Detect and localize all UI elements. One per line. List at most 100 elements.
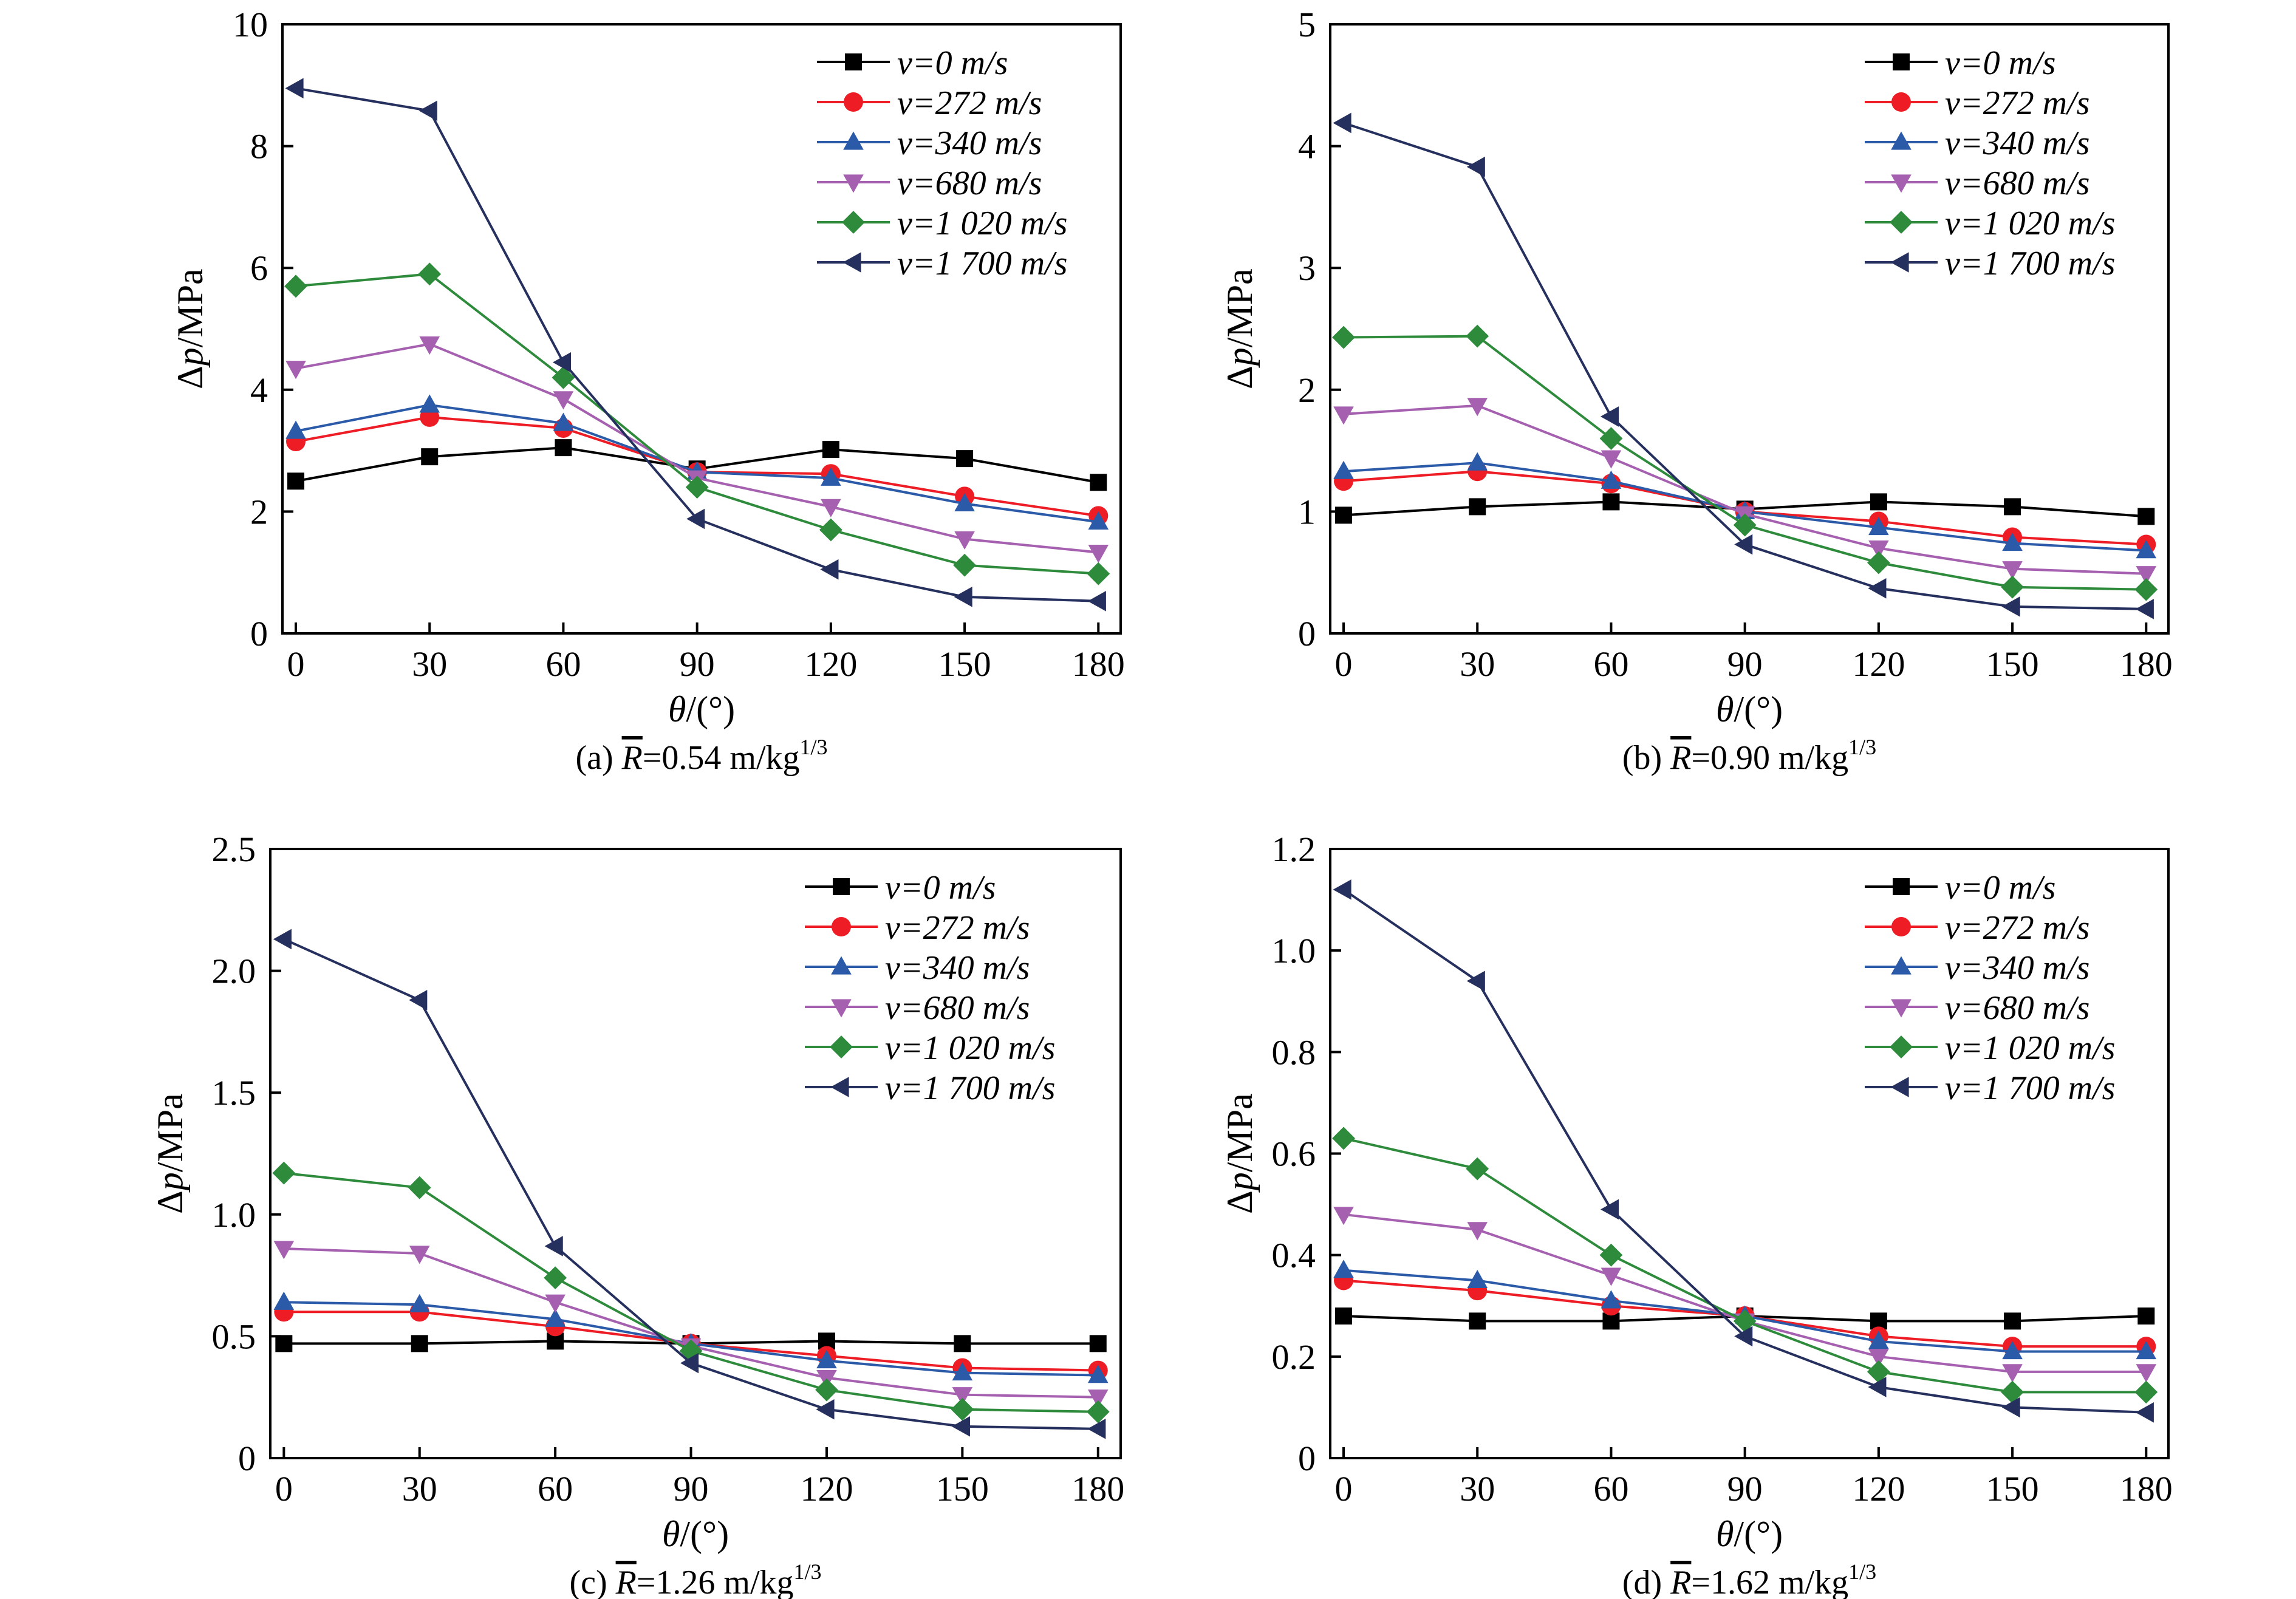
data-point xyxy=(409,1294,430,1312)
data-point xyxy=(553,391,574,410)
x-tick-label: 60 xyxy=(1593,644,1628,684)
data-point xyxy=(2136,566,2157,585)
data-point xyxy=(273,929,292,950)
series-5 xyxy=(285,78,1106,612)
y-tick-label: 2.5 xyxy=(212,830,256,869)
data-point xyxy=(1868,516,1889,536)
data-point xyxy=(1868,1349,1889,1368)
data-point xyxy=(2001,596,2020,617)
data-point xyxy=(956,450,974,468)
x-tick-label: 120 xyxy=(1852,644,1905,684)
data-point xyxy=(1469,1312,1486,1330)
x-tick-label: 120 xyxy=(804,644,857,684)
data-point xyxy=(2134,1380,2158,1404)
data-point xyxy=(1600,406,1619,427)
data-point xyxy=(1466,156,1485,177)
data-point xyxy=(954,587,972,607)
data-point xyxy=(1088,545,1109,564)
legend-marker xyxy=(1890,1077,1909,1097)
data-point xyxy=(1867,1360,1890,1383)
x-tick-label: 120 xyxy=(800,1469,853,1509)
x-tick-label: 30 xyxy=(402,1469,437,1509)
x-tick-label: 150 xyxy=(1986,1469,2039,1509)
series-line xyxy=(284,1171,1098,1413)
legend: v=0 m/sv=272 m/sv=340 m/sv=680 m/sv=1 02… xyxy=(1865,44,2115,282)
plot-frame xyxy=(1329,23,2170,635)
legend-marker xyxy=(831,999,852,1018)
data-point xyxy=(2135,599,2154,619)
legend-marker xyxy=(1891,999,1912,1018)
legend-marker xyxy=(830,1035,853,1059)
data-point xyxy=(951,1416,970,1437)
series-3 xyxy=(1333,1207,2157,1383)
data-point xyxy=(2002,561,2023,580)
data-point xyxy=(679,1339,703,1363)
data-point xyxy=(285,78,304,99)
data-point xyxy=(2004,498,2021,516)
series-5 xyxy=(273,929,1106,1439)
legend-marker xyxy=(831,956,852,975)
x-tick-label: 150 xyxy=(1986,644,2039,684)
data-point xyxy=(2001,1397,2020,1418)
legend-label: v=1 020 m/s xyxy=(1945,1029,2115,1067)
x-tick-label: 150 xyxy=(936,1469,989,1509)
legend-marker xyxy=(1891,92,1911,112)
data-point xyxy=(1602,1312,1620,1330)
data-point xyxy=(2001,1380,2024,1404)
y-tick-label: 1.2 xyxy=(1272,830,1316,869)
data-point xyxy=(273,1291,295,1310)
y-tick-label: 6 xyxy=(250,248,268,288)
data-point xyxy=(1601,1290,1622,1309)
legend-label: v=340 m/s xyxy=(1945,124,2089,162)
y-axis-title: Δp/MPa xyxy=(1220,268,1260,389)
data-point xyxy=(952,1362,973,1381)
panel-caption: (a) R=0.54 m/kg1/3 xyxy=(575,735,827,777)
data-point xyxy=(419,394,440,413)
data-point xyxy=(1090,474,1107,491)
series-line xyxy=(1343,1213,2147,1373)
legend-label: v=680 m/s xyxy=(885,989,1030,1027)
data-point xyxy=(1867,551,1890,574)
series-4 xyxy=(272,1161,1110,1423)
x-tick-label: 150 xyxy=(938,644,991,684)
data-point xyxy=(1601,470,1622,489)
x-tick-label: 30 xyxy=(1460,1469,1495,1509)
legend-label: v=1 700 m/s xyxy=(1945,245,2115,282)
y-axis-title: Δp/MPa xyxy=(170,268,210,389)
data-point xyxy=(2002,1340,2023,1360)
x-tick-label: 0 xyxy=(1335,1469,1353,1509)
legend-marker xyxy=(843,174,864,193)
legend-marker xyxy=(830,1077,849,1097)
legend-marker xyxy=(1891,131,1912,150)
x-tick-label: 90 xyxy=(1727,1469,1763,1509)
data-point xyxy=(408,1176,431,1199)
x-tick-label: 30 xyxy=(1460,644,1495,684)
series-line xyxy=(295,273,1099,575)
data-point xyxy=(1599,1243,1623,1267)
data-point xyxy=(1466,324,1489,348)
legend-label: v=272 m/s xyxy=(1945,84,2089,122)
data-point xyxy=(1734,1326,1753,1347)
x-tick-label: 60 xyxy=(538,1469,573,1509)
data-point xyxy=(1086,1400,1110,1423)
legend-label: v=0 m/s xyxy=(1945,869,2055,907)
legend-label: v=0 m/s xyxy=(885,869,996,907)
x-axis-title: θ/(°) xyxy=(662,1514,729,1554)
series-5 xyxy=(1333,879,2154,1423)
panel-caption: (b) R=0.90 m/kg1/3 xyxy=(1622,735,1876,777)
data-point xyxy=(1088,511,1109,530)
chart-panel-c: 0 0.5 1.0 1.5 2.0 2.5 0 30 60 90 120 150 180 θ/(°) Δp/… xyxy=(150,830,1124,1599)
legend-label: v=680 m/s xyxy=(1945,989,2089,1027)
x-tick-label: 180 xyxy=(2120,644,2173,684)
data-point xyxy=(2136,1364,2157,1383)
y-tick-label: 0 xyxy=(238,1439,256,1478)
data-point xyxy=(1333,112,1351,134)
data-point xyxy=(1601,1267,1622,1286)
data-point xyxy=(1332,1127,1355,1150)
data-point xyxy=(2002,533,2023,551)
data-point xyxy=(1601,450,1622,469)
data-point xyxy=(1332,326,1355,349)
data-point xyxy=(409,1246,430,1264)
x-tick-label: 60 xyxy=(545,644,581,684)
series-line xyxy=(1343,1137,2147,1394)
